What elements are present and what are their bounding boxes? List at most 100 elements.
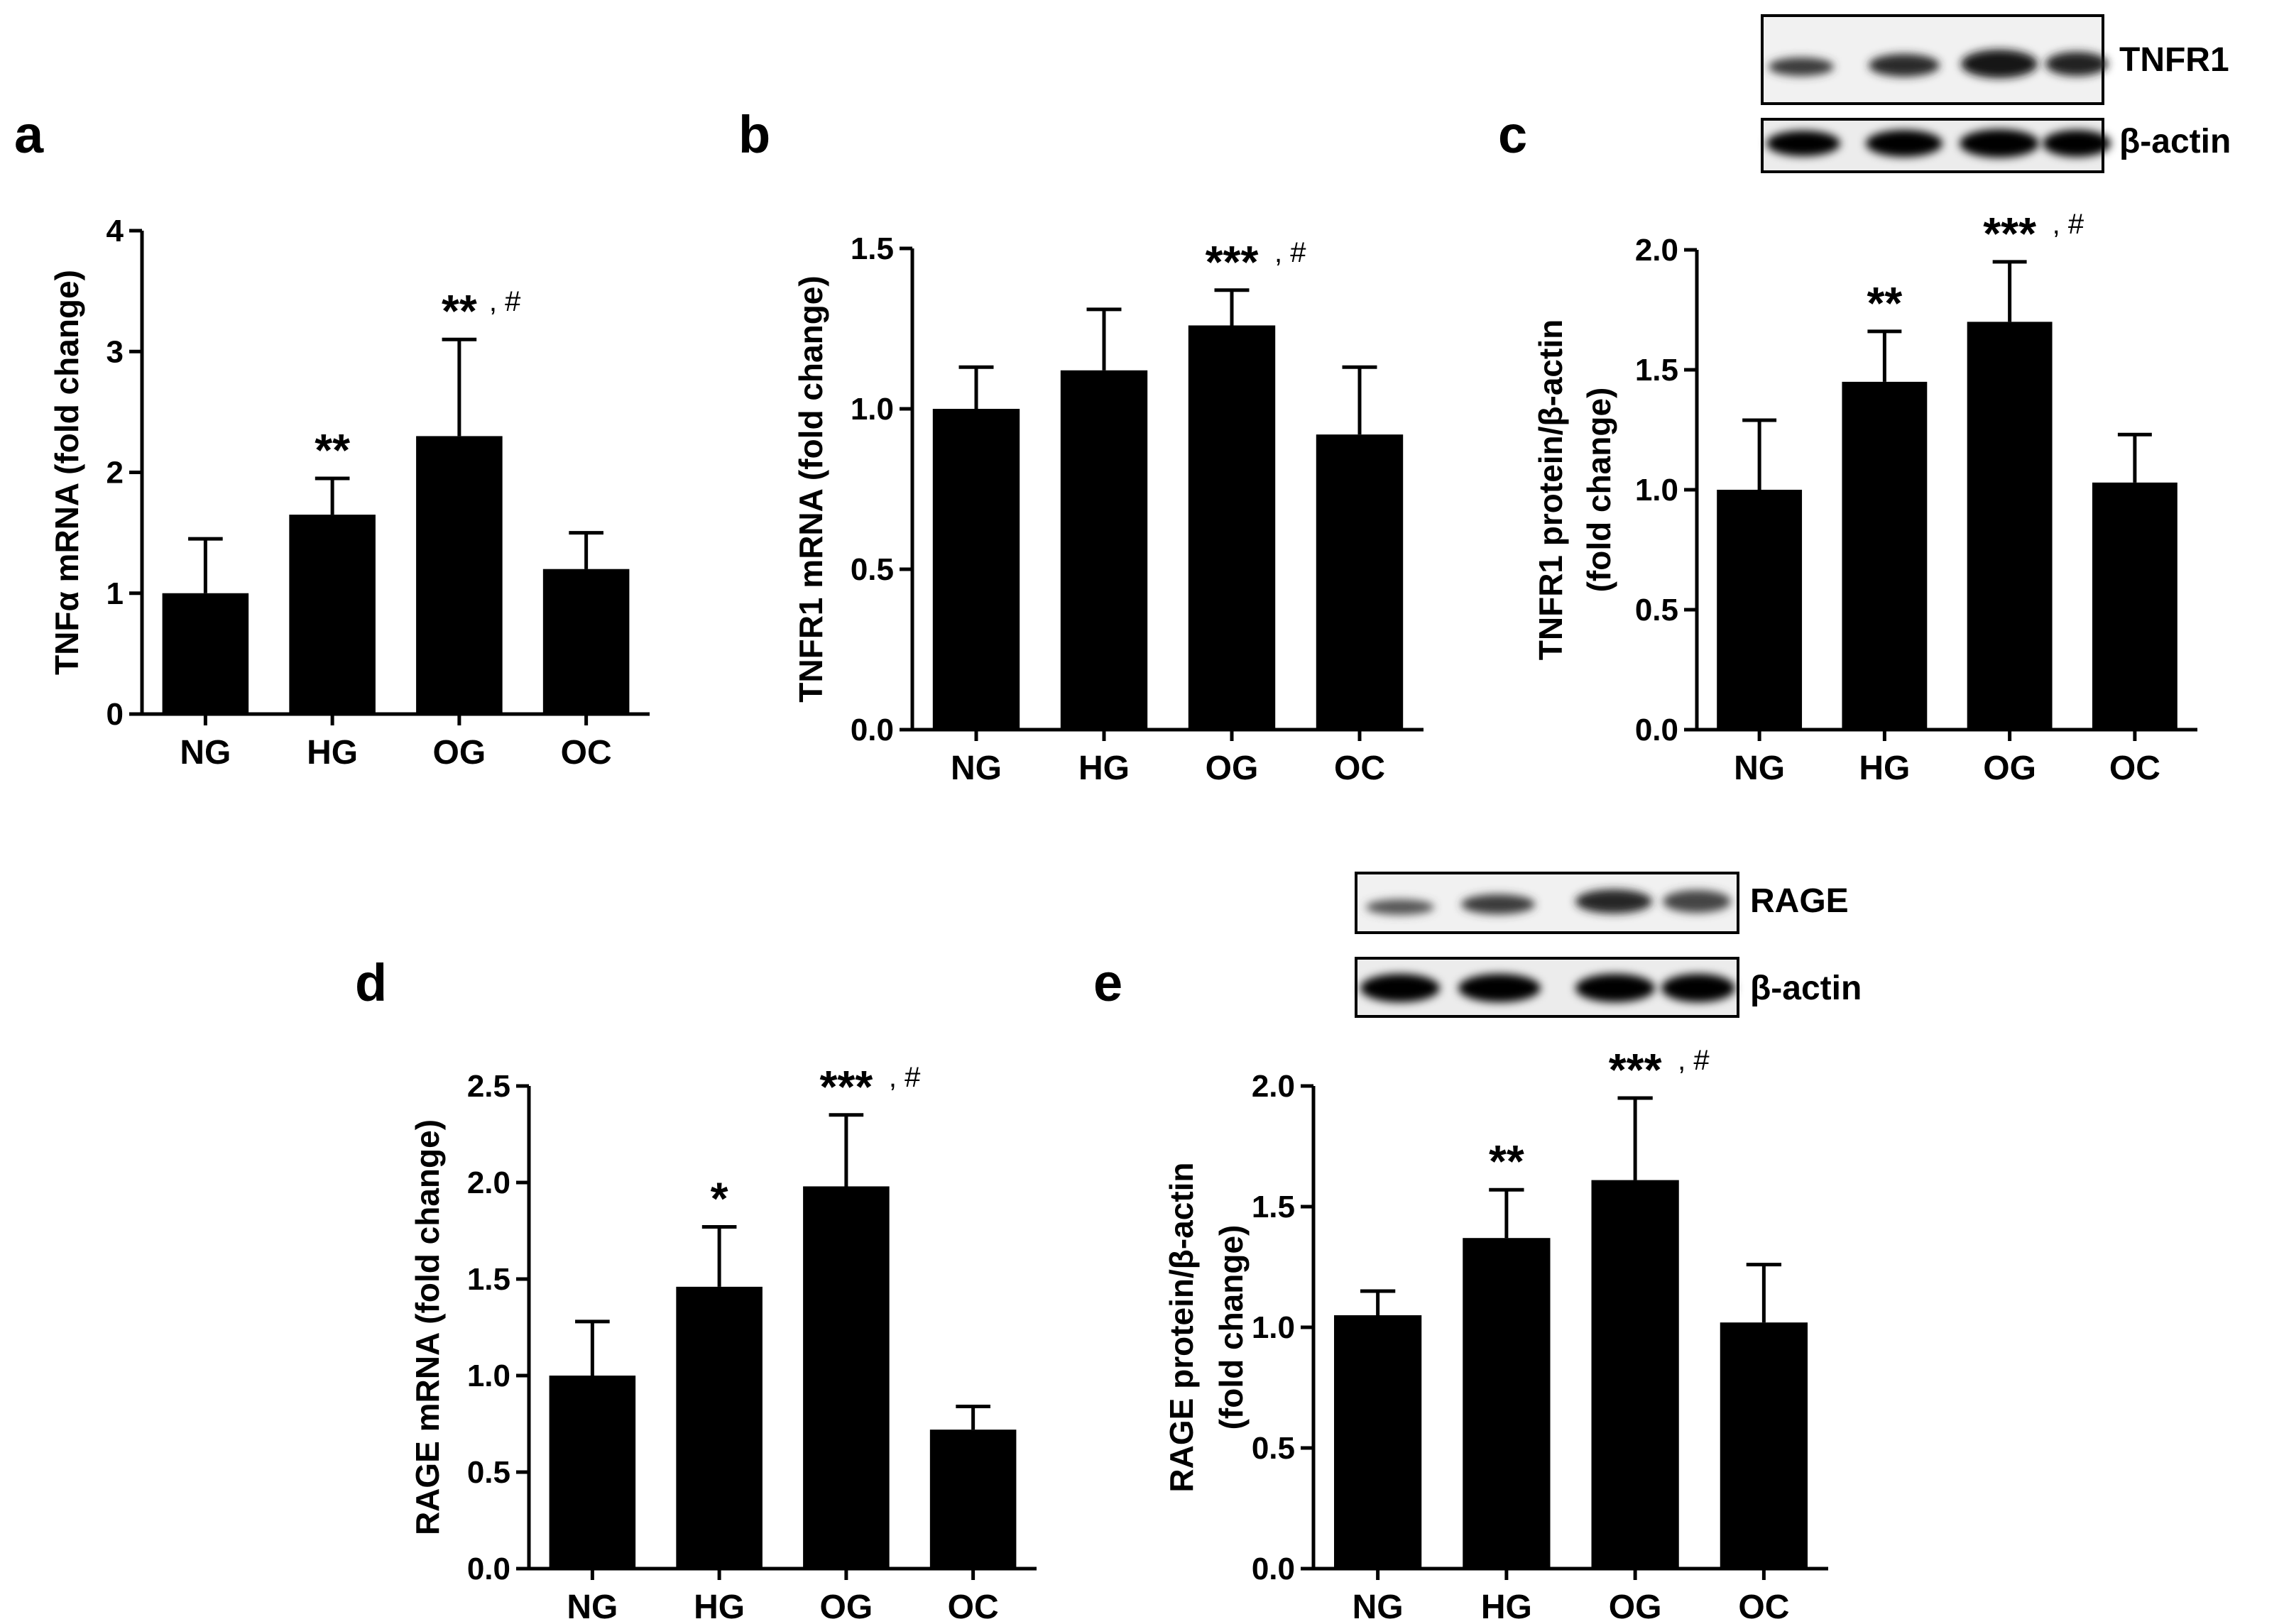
y-tick-label: 0.5 [467,1455,510,1490]
charts: a 0 1 2 3 4 TNFα mRNA (fold change) NG HG ** OG **,… [14,41,2231,1624]
blot-c-actin-band [1766,131,1840,156]
blot-e-rage-band [1575,889,1652,914]
significance-stars: *** [1206,236,1259,287]
significance-stars: ** [1489,1136,1524,1187]
y-tick-label: 2.0 [1252,1069,1295,1104]
y-tick-label: 0.5 [851,552,894,587]
x-tick-label: OC [1738,1589,1789,1624]
y-tick-label: 1.5 [467,1262,510,1297]
y-tick-label: 2 [106,456,124,490]
x-tick-label: NG [1353,1589,1404,1624]
bar [1316,434,1404,730]
y-tick-label: 0.0 [1252,1552,1295,1586]
panel-letter: e [1093,953,1122,1012]
bar [676,1286,763,1569]
blot-e-actin-band [1661,974,1735,1002]
x-tick-label: OC [1334,750,1385,787]
y-tick-label: 1 [106,576,124,611]
bar [549,1376,636,1569]
x-tick-label: HG [694,1589,745,1624]
panel-d: d 0.0 0.5 1.0 1.5 2.0 2.5 RAGE mRNA (fold chang… [355,953,1037,1624]
panel-c: c 0.0 0.5 1.0 1.5 2.0 TNFR1 protein/β-actin (fo… [1498,41,2231,787]
bar [1842,381,1928,730]
blot-e-actin-band [1458,974,1541,1002]
panel-b: b 0.0 0.5 1.0 1.5 TNFR1 mRNA (fold change) NG H… [738,105,1424,787]
significance-hash: , # [2053,209,2084,240]
bar [1720,1322,1808,1569]
significance-stars: *** [1609,1044,1662,1095]
blot-label: TNFR1 [2119,41,2229,79]
bar [929,1430,1017,1569]
y-tick-label: 1.5 [851,231,894,266]
y-axis-label-2: (fold change) [1213,1225,1250,1430]
y-tick-label: 0 [106,697,124,732]
bar [416,436,503,714]
y-tick-label: 2.0 [1635,233,1678,268]
x-tick-label: OG [820,1589,873,1624]
blot-e-rage-band [1663,890,1731,913]
x-tick-label: OG [1983,750,2036,787]
y-axis-label-2: (fold change) [1580,388,1617,593]
x-tick-label: OC [948,1589,999,1624]
x-tick-label: NG [567,1589,618,1624]
y-tick-label: 1.0 [1252,1310,1295,1345]
blot-label: RAGE [1750,882,1849,920]
x-tick-label: OC [561,734,612,772]
blot-c-actin-band [2043,130,2111,157]
bar [932,409,1020,730]
significance-hash: , # [889,1062,921,1093]
significance-hash: , # [1274,237,1306,268]
y-tick-label: 3 [106,334,124,369]
y-axis-label: TNFR1 protein/β-actin [1532,319,1569,660]
x-tick-label: HG [1859,750,1910,787]
significance-stars: *** [1983,208,2036,259]
y-axis-label: RAGE protein/β-actin [1163,1162,1200,1492]
significance-hash: , # [489,286,521,317]
significance-stars: ** [442,285,477,336]
y-tick-label: 2.0 [467,1165,510,1200]
significance-stars: *** [820,1061,873,1112]
significance-stars: * [711,1173,728,1224]
blot-e-rage-band [1461,894,1535,914]
y-axis-label: TNFR1 mRNA (fold change) [792,275,829,702]
bar [803,1186,890,1569]
blot-label: β-actin [2119,123,2231,160]
y-tick-label: 0.0 [1635,713,1678,747]
blot-e-rage-band [1366,899,1434,915]
blot-c-tnfr1-band [1869,54,1940,77]
blot-c [1761,14,2111,173]
y-tick-label: 1.5 [1252,1190,1295,1224]
blot-c-tnfr1-band [2045,52,2108,76]
blot-c-actin-band [1960,129,2039,158]
x-tick-label: NG [180,734,231,772]
y-tick-label: 0.0 [467,1552,510,1586]
panel-a: a 0 1 2 3 4 TNFα mRNA (fold change) NG HG ** OG **,… [14,105,650,772]
significance-hash: , # [1678,1045,1710,1076]
blot-label: β-actin [1750,970,1862,1007]
y-tick-label: 1.0 [467,1359,510,1393]
bar [542,569,630,714]
blot-e [1355,872,1739,1018]
blot-c-actin-band [1866,130,1943,157]
y-tick-label: 2.5 [467,1069,510,1104]
blot-c-tnfr1-band [1961,50,2038,78]
x-tick-label: NG [1734,750,1785,787]
x-tick-label: HG [307,734,358,772]
x-tick-label: HG [1481,1589,1532,1624]
bar [1463,1238,1551,1569]
significance-stars: ** [315,424,350,476]
panel-letter: c [1498,105,1527,164]
panel-e: e 0.0 0.5 1.0 1.5 2.0 RAGE protein/β-actin (fol… [1093,882,1862,1624]
x-tick-label: OC [2109,750,2160,787]
bar [1060,370,1148,730]
significance-stars: ** [1867,278,1902,329]
y-tick-label: 1.0 [1635,473,1678,508]
blot-c-tnfr1-band [1769,57,1834,76]
y-axis-label: TNFα mRNA (fold change) [48,270,85,675]
x-tick-label: NG [951,750,1002,787]
x-tick-label: OG [1206,750,1259,787]
panel-letter: b [738,105,770,164]
x-tick-label: HG [1078,750,1130,787]
y-tick-label: 0.0 [851,713,894,747]
